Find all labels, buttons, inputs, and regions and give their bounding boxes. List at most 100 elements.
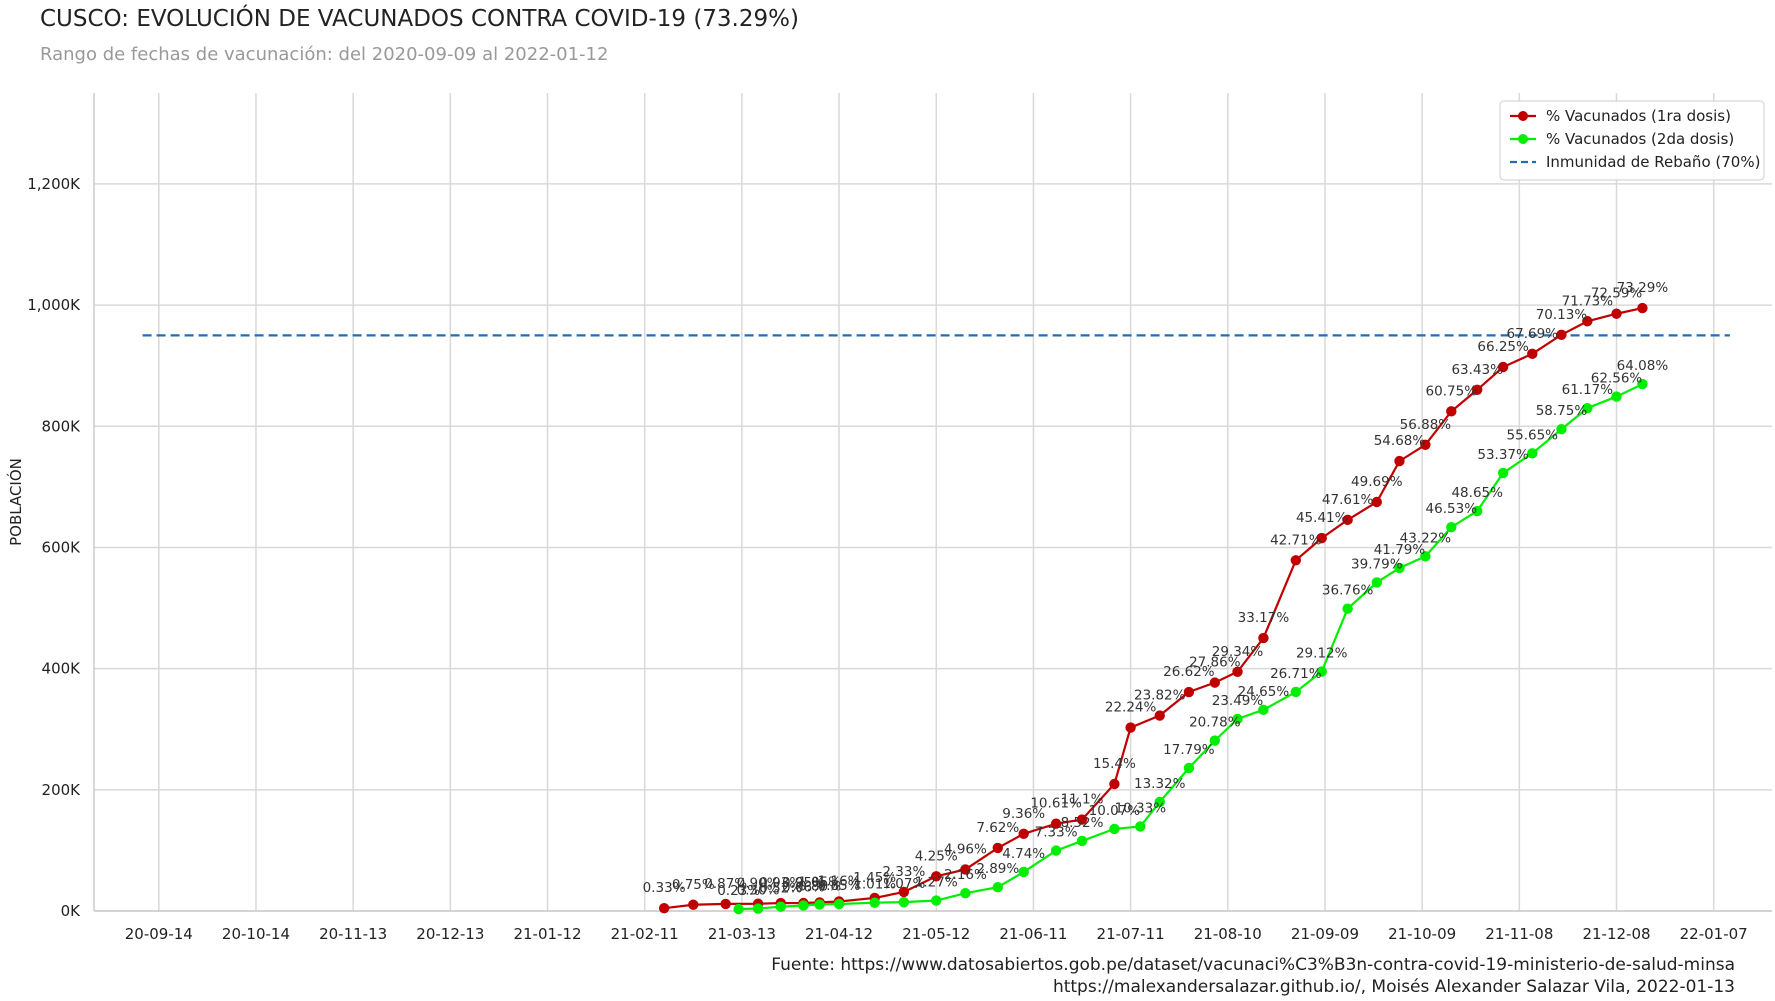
dose2-point (752, 903, 764, 914)
dose1-point (1050, 818, 1062, 829)
dose1-data-label: 60.75% (1426, 383, 1478, 399)
dose1-point (931, 871, 942, 882)
dose1-data-label: 0.87% (704, 876, 747, 892)
y-tick-label: 0K (61, 902, 82, 920)
dose2-point (1135, 821, 1146, 832)
dose2-point (1109, 823, 1120, 835)
dose1-data-label: 10.61% (1030, 796, 1082, 812)
x-tick-label: 21-01-12 (513, 925, 581, 943)
dose1-point (1556, 329, 1567, 340)
dose1-data-label: 29.34% (1212, 644, 1264, 660)
dose1-data-label: 15.4% (1093, 756, 1136, 772)
dose2-data-label: 2.89% (976, 861, 1019, 877)
dose2-point (1154, 796, 1165, 808)
dose1-point (1316, 532, 1327, 544)
dose2-point (798, 900, 809, 911)
dose1-data-label: 70.13% (1536, 307, 1588, 323)
y-axis-label: POBLACIÓN (6, 458, 25, 546)
dose1-point (658, 903, 670, 914)
dose2-point (1018, 866, 1029, 878)
dose1-data-label: 1.45% (853, 870, 896, 886)
dose2-point (1611, 391, 1622, 402)
dose2-data-label: 61.17% (1562, 382, 1614, 398)
dose2-data-label: 1.01% (853, 877, 896, 893)
dose2-data-label: 0.66% (782, 879, 825, 895)
dose1-point (1342, 514, 1353, 526)
dose2-point (1232, 713, 1243, 725)
dose2-point (1371, 577, 1382, 588)
dose1-data-label: 11.1% (1061, 792, 1104, 808)
dose1-point (720, 898, 731, 910)
dose2-point (992, 881, 1003, 893)
dose2-point (1582, 402, 1593, 414)
dose1-point (1611, 308, 1622, 319)
dose2-data-label: 0.30% (737, 883, 780, 899)
dose2-point (1290, 686, 1302, 698)
dose2-data-label: 20.78% (1189, 715, 1241, 731)
dose1-data-label: 49.69% (1351, 474, 1403, 490)
dose1-data-label: 22.24% (1105, 700, 1157, 716)
x-tick-label: 21-08-10 (1194, 925, 1262, 943)
dose2-point (1556, 424, 1567, 435)
dose2-data-label: 0.52% (759, 881, 802, 897)
dose1-point (1637, 302, 1648, 314)
dose1-point (1582, 316, 1593, 327)
dose1-point (1472, 384, 1483, 395)
dose1-line (664, 307, 1643, 910)
dose2-data-label: 0.23% (717, 883, 760, 899)
dose1-data-label: 42.71% (1270, 532, 1322, 548)
dose2-point (1420, 551, 1431, 562)
dose1-point (1290, 555, 1302, 566)
dose1-point (688, 899, 699, 910)
dose2-point (1394, 562, 1405, 574)
dose1-point (960, 864, 971, 875)
chart-subtitle: Rango de fechas de vacunación: del 2020-… (40, 44, 609, 65)
x-tick-label: 21-05-12 (902, 925, 970, 943)
dose2-data-label: 1.07% (882, 876, 925, 892)
dose1-data-label: 1.05% (798, 874, 841, 890)
dose2-data-label: 23.49% (1212, 693, 1264, 709)
dose2-point (1076, 835, 1088, 847)
source-note: Fuente: https://www.datosabiertos.gob.pe… (771, 955, 1735, 975)
dose2-data-label: 8.52% (1061, 815, 1104, 831)
legend-box (1499, 100, 1765, 181)
dose1-data-label: 26.62% (1163, 664, 1215, 680)
dose2-point (733, 903, 744, 915)
y-tick-label: 1,200K (27, 175, 81, 193)
dose2-point (1316, 666, 1327, 677)
chart-title: CUSCO: EVOLUCIÓN DE VACUNADOS CONTRA COV… (40, 6, 799, 32)
dose1-data-label: 0.33% (643, 880, 686, 896)
dose2-point (960, 887, 971, 899)
dose2-data-label: 36.76% (1322, 583, 1374, 599)
x-tick-label: 22-01-07 (1680, 925, 1748, 943)
dose2-point (1446, 522, 1457, 533)
dose2-point (1209, 735, 1221, 746)
dose1-data-label: 71.73% (1562, 293, 1614, 309)
x-tick-label: 21-02-11 (611, 925, 679, 943)
dose2-data-label: 64.08% (1617, 358, 1669, 374)
dose1-data-label: 0.75% (672, 877, 715, 893)
dose1-point (1497, 361, 1509, 373)
dose2-data-label: 10.33% (1115, 800, 1167, 816)
dose1-data-label: 7.62% (976, 820, 1019, 836)
dose2-point (775, 901, 786, 912)
dose2-point (1258, 704, 1269, 716)
legend-swatch-point (1518, 134, 1528, 144)
dose2-data-label: 41.79% (1374, 542, 1426, 558)
dose2-data-label: 2.16% (944, 867, 987, 883)
dose1-data-label: 56.88% (1400, 417, 1452, 433)
y-tick-label: 800K (42, 417, 82, 435)
dose1-point (898, 886, 910, 898)
x-tick-label: 21-07-11 (1097, 925, 1165, 943)
dose1-point (1371, 496, 1382, 508)
dose1-data-label: 9.36% (1002, 806, 1045, 822)
dose1-point (1394, 455, 1405, 467)
x-tick-label: 20-10-14 (222, 925, 290, 943)
dose2-data-label: 7.33% (1035, 825, 1078, 841)
legend-label: Inmunidad de Rebaño (70%) (1546, 153, 1760, 171)
legend: % Vacunados (1ra dosis) % Vacunados (2da … (1499, 100, 1765, 181)
x-tick-label: 21-06-11 (999, 925, 1067, 943)
y-tick-label: 1,000K (27, 296, 81, 314)
dose2-point (931, 895, 942, 906)
